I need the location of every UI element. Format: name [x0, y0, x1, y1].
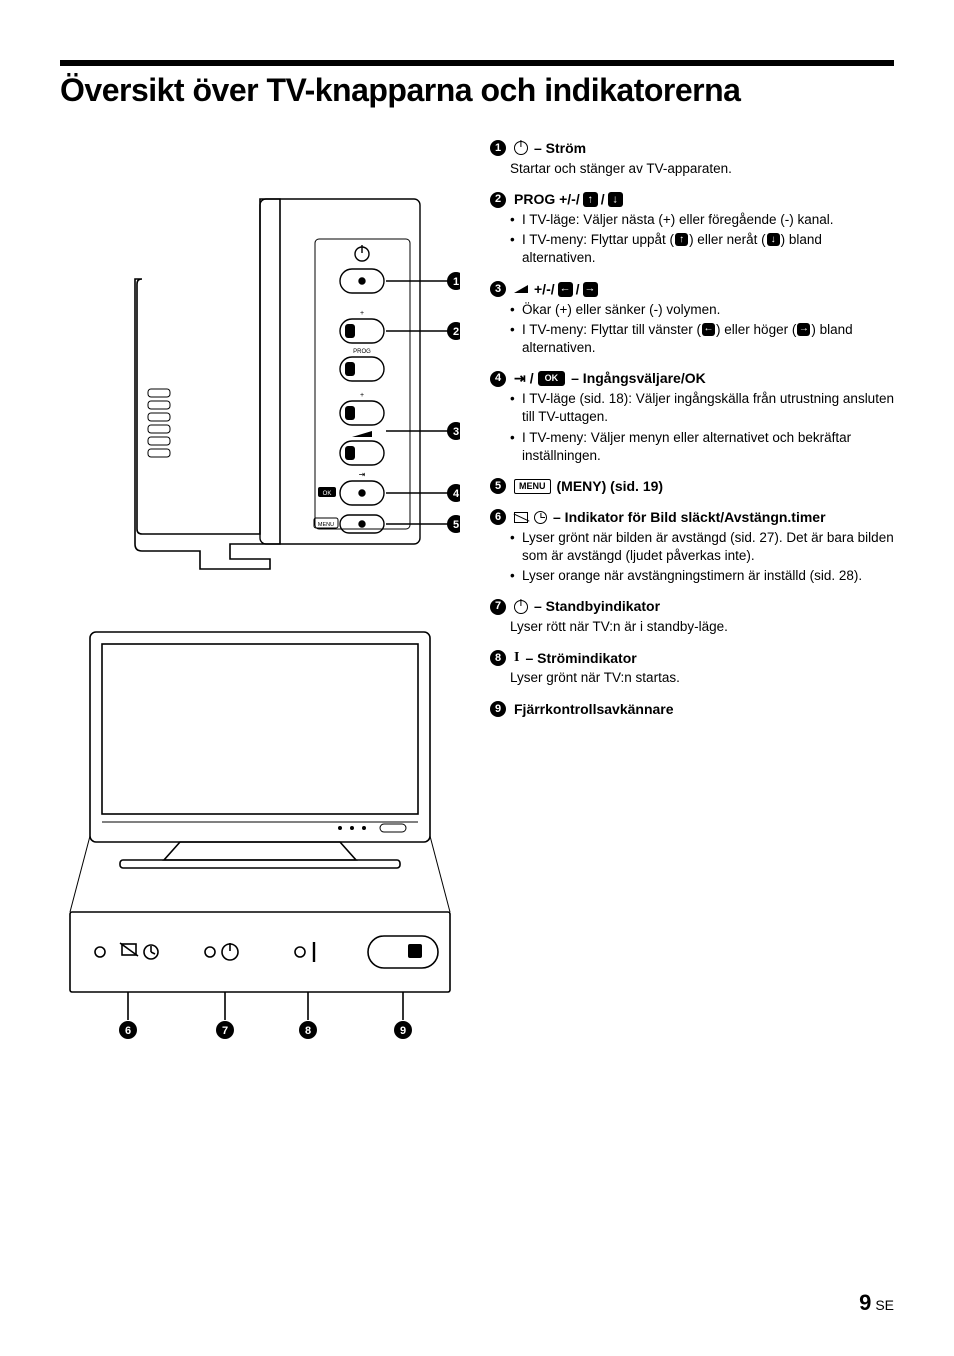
- item-2-prefix: PROG +/-/: [514, 190, 580, 209]
- arrow-down-icon: [608, 192, 623, 207]
- item-3-mid: +/-/: [534, 280, 555, 299]
- svg-text:−: −: [360, 434, 364, 441]
- svg-text:PROG: PROG: [353, 349, 371, 355]
- item-4-bullet-2: I TV-meny: Väljer menyn eller alternativ…: [510, 429, 894, 465]
- menu-icon: MENU: [514, 479, 551, 494]
- svg-text:MENU: MENU: [318, 522, 334, 528]
- input-icon: ⇥: [514, 369, 526, 388]
- marker-3: 3: [490, 281, 506, 297]
- item-6-bullet-1: Lyser grönt när bilden är avstängd (sid.…: [510, 529, 894, 565]
- svg-text:OK: OK: [323, 491, 332, 497]
- volume-icon: [514, 285, 528, 293]
- item-4: 4 ⇥/OK – Ingångsväljare/OK I TV-läge (si…: [490, 369, 894, 465]
- svg-text:5: 5: [453, 519, 459, 531]
- descriptions-column: 1 – Ström Startar och stänger av TV-appa…: [490, 139, 894, 1075]
- svg-text:+: +: [360, 310, 364, 317]
- arrow-up-icon: [583, 192, 598, 207]
- svg-text:8: 8: [305, 1025, 311, 1037]
- item-3-bullet-2: I TV-meny: Flyttar till vänster () eller…: [510, 321, 894, 357]
- item-7: 7 – Standbyindikator Lyser rött när TV:n…: [490, 597, 894, 636]
- item-8-title: – Strömindikator: [525, 649, 636, 668]
- item-6-bullet-2: Lyser orange när avstängningstimern är i…: [510, 567, 894, 585]
- item-9: 9 Fjärrkontrollsavkännare: [490, 700, 894, 719]
- item-5: 5 MENU (MENY) (sid. 19): [490, 477, 894, 496]
- svg-text:4: 4: [453, 488, 460, 500]
- content-columns: + PROG + − OK ⇥: [60, 139, 894, 1075]
- marker-9: 9: [490, 701, 506, 717]
- item-5-title: (MENY) (sid. 19): [557, 477, 664, 496]
- figure-side-panel: + PROG + − OK ⇥: [60, 139, 460, 594]
- svg-text:2: 2: [453, 326, 459, 338]
- arrow-right-icon: [583, 282, 598, 297]
- item-6-title: – Indikator för Bild släckt/Avstängn.tim…: [553, 508, 826, 527]
- power-on-glyph: I: [514, 649, 519, 668]
- item-4-title: – Ingångsväljare/OK: [571, 369, 706, 388]
- svg-text:9: 9: [400, 1025, 406, 1037]
- item-2-bullet-1: I TV-läge: Väljer nästa (+) eller föregå…: [510, 211, 894, 229]
- marker-5: 5: [490, 478, 506, 494]
- marker-6: 6: [490, 509, 506, 525]
- page-number: 9: [859, 1290, 871, 1315]
- item-1: 1 – Ström Startar och stänger av TV-appa…: [490, 139, 894, 178]
- item-3: 3 +/-/ / Ökar (+) eller sänker (-) volym…: [490, 280, 894, 358]
- item-7-body: Lyser rött när TV:n är i standby-läge.: [510, 618, 894, 636]
- page-suffix: SE: [875, 1297, 894, 1313]
- svg-text:1: 1: [453, 276, 459, 288]
- item-6: 6 – Indikator för Bild släckt/Avstängn.t…: [490, 508, 894, 586]
- marker-8: 8: [490, 650, 506, 666]
- marker-7: 7: [490, 599, 506, 615]
- arrow-down-icon: [767, 233, 780, 246]
- ok-icon: OK: [538, 371, 566, 386]
- item-2: 2 PROG +/-/ / I TV-läge: Väljer nästa (+…: [490, 190, 894, 268]
- item-8-body: Lyser grönt när TV:n startas.: [510, 669, 894, 687]
- page-title: Översikt över TV-knapparna och indikator…: [60, 72, 894, 109]
- svg-text:+: +: [360, 392, 364, 399]
- standby-icon: [514, 600, 528, 614]
- arrow-left-icon: [702, 323, 715, 336]
- svg-text:3: 3: [453, 426, 459, 438]
- item-8: 8 I – Strömindikator Lyser grönt när TV:…: [490, 649, 894, 688]
- marker-1: 1: [490, 140, 506, 156]
- picture-off-icon: [514, 512, 528, 523]
- arrow-left-icon: [558, 282, 573, 297]
- item-9-title: Fjärrkontrollsavkännare: [514, 700, 674, 719]
- item-1-title: – Ström: [534, 139, 586, 158]
- marker-4: 4: [490, 371, 506, 387]
- page-footer: 9 SE: [859, 1290, 894, 1316]
- figure-front-panel: 6 7 8 9: [60, 622, 460, 1047]
- svg-text:⇥: ⇥: [359, 470, 366, 479]
- svg-text:7: 7: [222, 1025, 228, 1037]
- item-4-bullet-1: I TV-läge (sid. 18): Väljer ingångskälla…: [510, 390, 894, 426]
- top-rule: [60, 60, 894, 66]
- power-icon: [514, 141, 528, 155]
- item-2-bullet-2: I TV-meny: Flyttar uppåt () eller neråt …: [510, 231, 894, 267]
- svg-text:6: 6: [125, 1025, 131, 1037]
- item-3-bullet-1: Ökar (+) eller sänker (-) volymen.: [510, 301, 894, 319]
- marker-2: 2: [490, 192, 506, 208]
- item-1-body: Startar och stänger av TV-apparaten.: [510, 160, 894, 178]
- arrow-up-icon: [675, 233, 688, 246]
- item-7-title: – Standbyindikator: [534, 597, 660, 616]
- timer-icon: [534, 511, 547, 524]
- arrow-right-icon: [797, 323, 810, 336]
- figures-column: + PROG + − OK ⇥: [60, 139, 460, 1075]
